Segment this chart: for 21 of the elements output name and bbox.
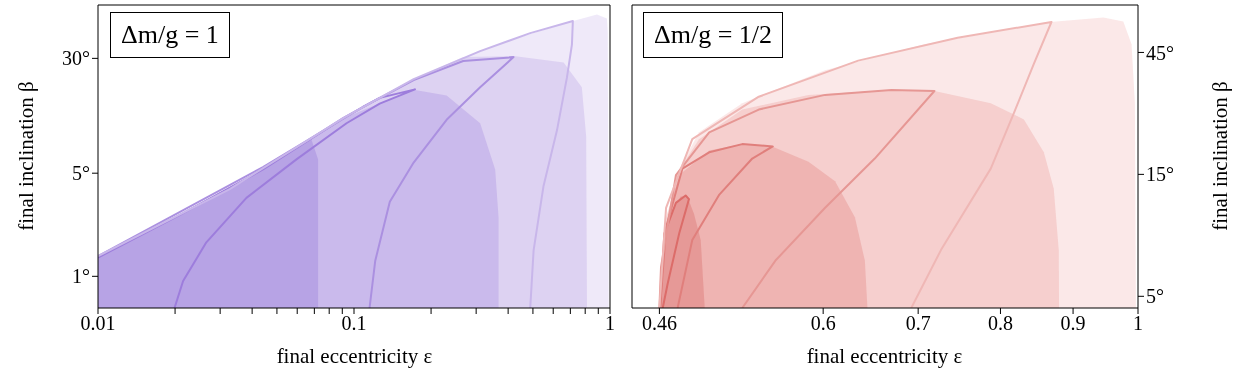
y-tick-label: 5° xyxy=(1146,285,1164,308)
y-axis-title: final inclination β xyxy=(14,81,38,231)
y-tick-label: 45° xyxy=(1146,41,1174,64)
x-tick-label: 0.8 xyxy=(987,312,1013,335)
x-axis-title: final eccentricity ε xyxy=(805,344,964,368)
x-tick-label: 0.6 xyxy=(810,312,836,335)
annotation: Δm/g = 1 xyxy=(110,12,230,58)
x-tick-label: 0.01 xyxy=(80,312,116,335)
y-tick-label: 1° xyxy=(72,265,90,288)
x-tick-label: 1 xyxy=(1133,312,1143,335)
annotation: Δm/g = 1/2 xyxy=(643,12,784,58)
x-axis-title: final eccentricity ε xyxy=(275,344,434,368)
y-tick-label: 15° xyxy=(1146,163,1174,186)
y-tick-label: 30° xyxy=(62,47,90,70)
x-tick-label: 0.46 xyxy=(641,312,677,335)
x-tick-label: 1 xyxy=(605,312,615,335)
y-axis-title: final inclination β xyxy=(1208,81,1232,231)
x-tick-label: 0.7 xyxy=(905,312,931,335)
y-tick-label: 5° xyxy=(72,162,90,185)
x-tick-label: 0.1 xyxy=(341,312,367,335)
x-tick-label: 0.9 xyxy=(1060,312,1086,335)
